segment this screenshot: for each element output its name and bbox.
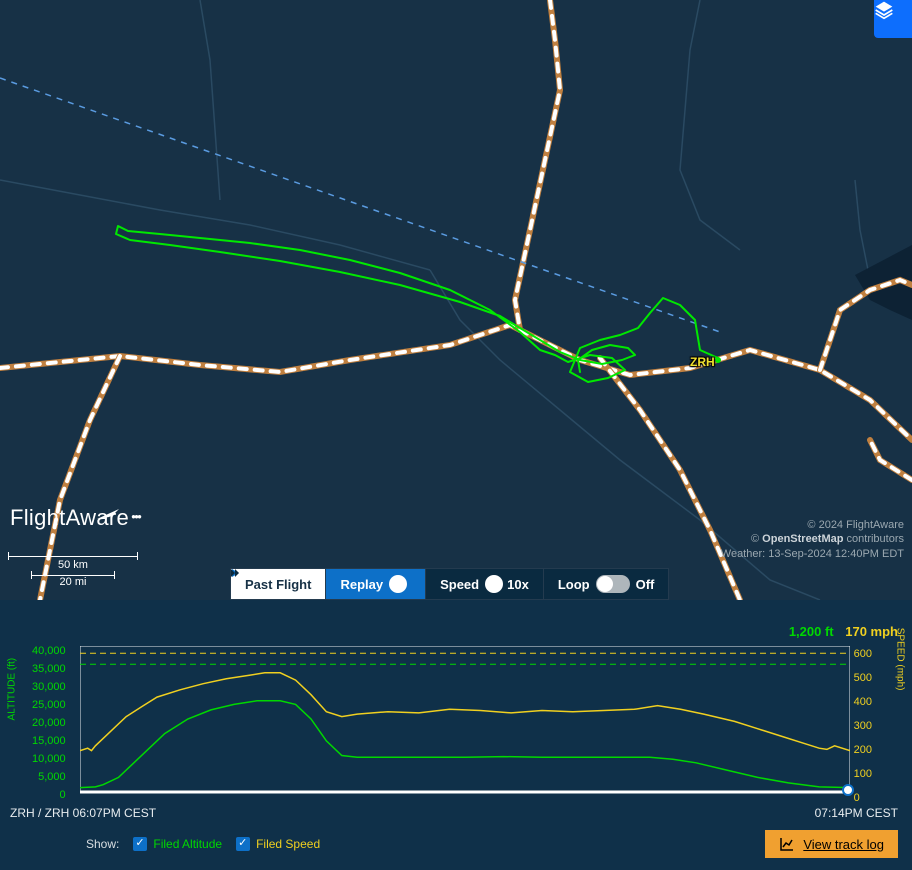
loop-toggle[interactable]: Loop Off	[543, 568, 670, 600]
time-start-label: ZRH / ZRH 06:07PM CEST	[10, 806, 156, 820]
show-legend-row: Show: Filed Altitude Filed Speed	[86, 837, 320, 851]
chart-area: 1,200 ft 170 mph 40,00035,00030,00025,00…	[0, 600, 912, 870]
show-label: Show:	[86, 837, 119, 851]
altitude-speed-chart	[80, 646, 850, 796]
replay-button[interactable]: Replay	[325, 568, 425, 600]
filed-speed-label: Filed Speed	[256, 837, 320, 851]
map-attribution: © 2024 FlightAware © OpenStreetMap contr…	[721, 518, 904, 561]
loop-state: Off	[636, 577, 655, 592]
layers-icon	[874, 0, 894, 20]
time-slider-handle[interactable]	[842, 784, 854, 796]
scale-mi-label: 20 mi	[8, 576, 138, 588]
airport-label: ZRH	[690, 355, 715, 369]
scale-bar: 50 km 20 mi	[8, 556, 138, 588]
fast-forward-icon	[485, 575, 503, 593]
y-axis-speed: 6005004003002001000	[854, 642, 872, 810]
plane-icon	[95, 505, 123, 523]
filed-altitude-checkbox[interactable]	[133, 837, 147, 851]
playback-controls: Past Flight Replay Speed 10x Loop Off	[230, 568, 669, 600]
osm-link[interactable]: OpenStreetMap	[762, 533, 843, 545]
logo-dots: ● ● ●	[131, 512, 140, 521]
time-end-label: 07:14PM CEST	[815, 806, 898, 820]
y-axis-altitude: 40,00035,00030,00025,00020,00015,00010,0…	[32, 642, 66, 804]
attr-copyright: © 2024 FlightAware	[721, 518, 904, 532]
toggle-switch[interactable]	[596, 575, 630, 593]
scale-km-label: 50 km	[8, 559, 138, 571]
attr-weather: Weather: 13-Sep-2024 12:40PM EDT	[721, 547, 904, 561]
altitude-axis-label: ALTITUDE (ft)	[7, 658, 18, 721]
speed-button[interactable]: Speed 10x	[425, 568, 543, 600]
speed-axis-label: SPEED (mph)	[895, 628, 906, 691]
current-speed: 170 mph	[845, 624, 898, 639]
past-flight-label: Past Flight	[230, 568, 325, 600]
layers-button[interactable]	[874, 0, 912, 38]
chart-icon	[779, 836, 795, 852]
current-altitude: 1,200 ft	[789, 624, 834, 639]
filed-speed-checkbox[interactable]	[236, 837, 250, 851]
flightaware-logo: FlightAware● ● ●	[10, 505, 140, 531]
filed-altitude-label: Filed Altitude	[153, 837, 222, 851]
view-track-log-button[interactable]: View track log	[765, 830, 898, 858]
current-values: 1,200 ft 170 mph	[789, 624, 898, 639]
speed-value: 10x	[507, 577, 529, 592]
play-icon	[389, 575, 407, 593]
map-view[interactable]: ZRH FlightAware● ● ● 50 km 20 mi © 2024 …	[0, 0, 912, 600]
